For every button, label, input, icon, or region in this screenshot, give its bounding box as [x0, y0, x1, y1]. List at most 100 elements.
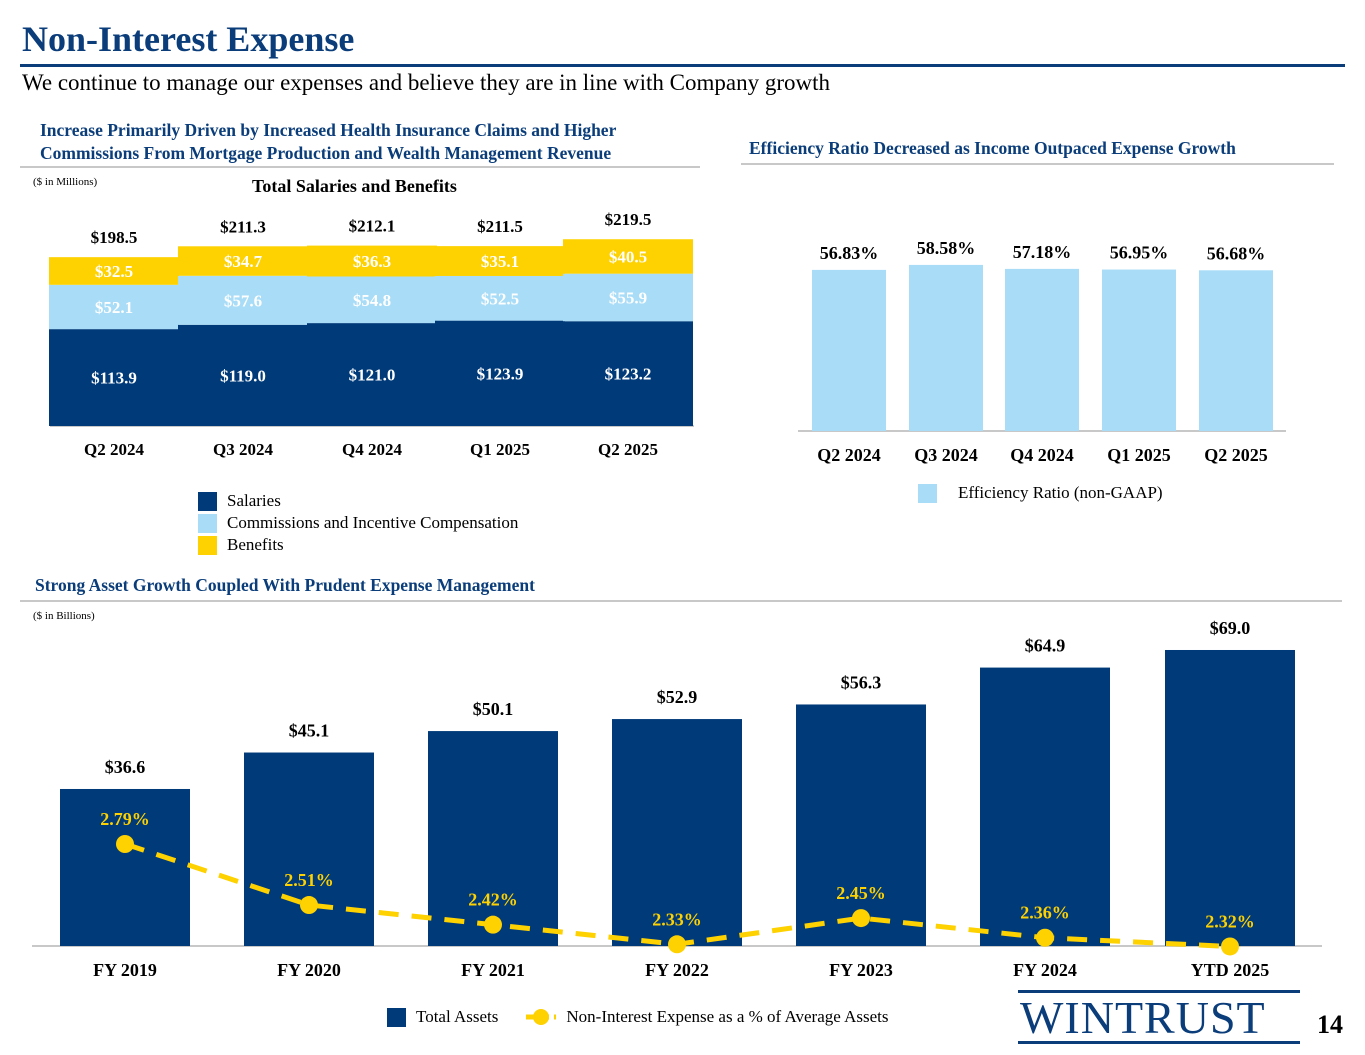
expense-ratio-label-4: 2.33%: [652, 909, 702, 929]
salaries-bar-segment-3-1: [49, 257, 179, 285]
logo-wordmark: WINTRUST: [1020, 992, 1266, 1043]
salaries-segment-label-2-1: $52.1: [95, 298, 133, 317]
efficiency-x-tick-2: Q3 2024: [914, 445, 978, 465]
efficiency-x-tick-5: Q2 2025: [1204, 445, 1268, 465]
salaries-x-tick-3: Q4 2024: [342, 440, 402, 459]
legend-item-salaries: Salaries: [198, 490, 518, 512]
legend-swatch-total-assets: [387, 1007, 406, 1027]
assets-x-tick-5: FY 2023: [829, 960, 893, 980]
salaries-bar-segment-3-5: [563, 239, 693, 274]
salaries-legend: Salaries Commissions and Incentive Compe…: [198, 490, 518, 556]
expense-ratio-point-4: [668, 935, 686, 954]
salaries-bar-segment-1-2: [178, 324, 308, 426]
expense-ratio-point-5: [852, 909, 870, 928]
logo-bottom-rule: [1018, 1041, 1300, 1044]
salaries-total-label-2: $211.3: [220, 217, 266, 236]
legend-item-expense-ratio: Non-Interest Expense as a % of Average A…: [524, 1006, 889, 1028]
expense-ratio-label-3: 2.42%: [468, 890, 518, 910]
salaries-chart-title: Total Salaries and Benefits: [252, 176, 457, 196]
efficiency-bar-label-3: 57.18%: [1013, 242, 1072, 262]
assets-x-tick-1: FY 2019: [93, 960, 157, 980]
salaries-total-label-1: $198.5: [91, 228, 138, 247]
salaries-segment-label-2-2: $57.6: [224, 291, 262, 310]
expense-ratio-label-6: 2.36%: [1020, 903, 1070, 923]
assets-bar-4: [612, 719, 742, 946]
assets-bar-1: [60, 788, 190, 946]
efficiency-bar-label-5: 56.68%: [1207, 243, 1266, 263]
salaries-bar-segment-1-1: [49, 329, 179, 426]
expense-ratio-point-1: [116, 835, 134, 853]
expense-ratio-point-2: [300, 896, 318, 915]
efficiency-bar-label-4: 56.95%: [1110, 243, 1169, 263]
title-divider: [20, 64, 1345, 67]
assets-bar-label-1: $36.6: [105, 757, 146, 777]
legend-item-commissions: Commissions and Incentive Compensation: [198, 512, 518, 534]
salaries-unit-note: ($ in Millions): [33, 176, 98, 188]
efficiency-x-tick-1: Q2 2024: [817, 445, 881, 465]
assets-bar-7: [1165, 649, 1295, 946]
salaries-bar-segment-1-3: [307, 323, 437, 426]
assets-bar-label-7: $69.0: [1210, 618, 1251, 638]
assets-section-rule: [20, 600, 1342, 602]
salaries-segment-label-3-5: $40.5: [609, 247, 647, 266]
salaries-segment-label-1-1: $113.9: [91, 369, 137, 388]
salaries-bar-segment-2-3: [307, 276, 437, 324]
salaries-segment-label-1-4: $123.9: [477, 364, 524, 383]
salaries-segment-label-3-1: $32.5: [95, 262, 133, 281]
expense-ratio-label-2: 2.51%: [284, 870, 334, 890]
efficiency-bar-1: [812, 269, 886, 431]
assets-bar-label-5: $56.3: [841, 672, 882, 692]
salaries-bar-segment-1-5: [563, 321, 693, 426]
legend-marker-expense-ratio: [526, 1009, 557, 1025]
assets-bar-2: [244, 752, 374, 946]
assets-x-tick-2: FY 2020: [277, 960, 341, 980]
salaries-segment-label-2-4: $52.5: [481, 289, 519, 308]
logo-top-rule: [1018, 990, 1300, 993]
salaries-segment-label-3-3: $36.3: [353, 252, 391, 271]
salaries-total-label-3: $212.1: [349, 217, 396, 236]
expense-ratio-point-7: [1221, 937, 1239, 956]
assets-bar-label-2: $45.1: [289, 721, 330, 741]
salaries-stacked-bar-chart: $113.9 $52.1 $32.5 $198.5 Q2 2024 $119.0 $57.6…: [49, 210, 694, 459]
efficiency-bar-3: [1005, 268, 1079, 431]
salaries-x-tick-4: Q1 2025: [470, 440, 530, 459]
assets-bar-6: [980, 667, 1110, 946]
legend-label-salaries: Salaries: [227, 491, 281, 510]
assets-bar-label-6: $64.9: [1025, 636, 1066, 656]
assets-combo-chart: $36.6 FY 2019 $45.1 FY 2020 $50.1 FY 2021 $52.…: [32, 618, 1322, 980]
legend-label-benefits: Benefits: [227, 535, 284, 554]
assets-legend: Total Assets Non-Interest Expense as a %…: [387, 1006, 889, 1028]
legend-swatch-efficiency: [918, 483, 937, 503]
legend-swatch-commissions: [198, 513, 217, 533]
salaries-segment-label-3-4: $35.1: [481, 252, 519, 271]
salaries-bar-segment-3-3: [307, 245, 437, 277]
salaries-heading-line2: Commissions From Mortgage Production and…: [40, 143, 612, 163]
legend-label-efficiency: Efficiency Ratio (non-GAAP): [958, 483, 1163, 502]
efficiency-bar-label-2: 58.58%: [917, 238, 976, 258]
legend-label-commissions: Commissions and Incentive Compensation: [227, 513, 519, 532]
expense-ratio-label-1: 2.79%: [100, 809, 150, 829]
salaries-x-tick-2: Q3 2024: [213, 440, 273, 459]
salaries-heading-line1: Increase Primarily Driven by Increased H…: [40, 120, 617, 140]
salaries-segment-label-3-2: $34.7: [224, 252, 263, 271]
legend-item-efficiency: Efficiency Ratio (non-GAAP): [918, 482, 1163, 504]
salaries-bar-segment-1-4: [435, 320, 565, 426]
assets-bar-3: [428, 731, 558, 946]
page-title: Non-Interest Expense: [22, 19, 355, 59]
salaries-segment-label-1-2: $119.0: [220, 366, 266, 385]
efficiency-ratio-bar-chart: 56.83% Q2 2024 58.58% Q3 2024 57.18% Q4 2024 5…: [798, 238, 1286, 465]
salaries-bar-segment-3-4: [435, 246, 565, 276]
legend-item-total-assets: Total Assets: [387, 1006, 498, 1028]
assets-x-tick-6: FY 2024: [1013, 960, 1077, 980]
assets-x-tick-3: FY 2021: [461, 960, 525, 980]
salaries-bar-segment-2-4: [435, 275, 565, 321]
salaries-bar-segment-2-2: [178, 275, 308, 325]
legend-label-expense-ratio: Non-Interest Expense as a % of Average A…: [566, 1007, 889, 1026]
salaries-total-label-5: $219.5: [605, 210, 652, 229]
assets-x-tick-7: YTD 2025: [1191, 960, 1270, 980]
page-subtitle: We continue to manage our expenses and b…: [22, 70, 831, 95]
efficiency-legend: Efficiency Ratio (non-GAAP): [918, 482, 1163, 504]
efficiency-section-heading: Efficiency Ratio Decreased as Income Out…: [749, 138, 1236, 158]
efficiency-section-rule: [741, 163, 1334, 165]
assets-bar-label-3: $50.1: [473, 699, 514, 719]
